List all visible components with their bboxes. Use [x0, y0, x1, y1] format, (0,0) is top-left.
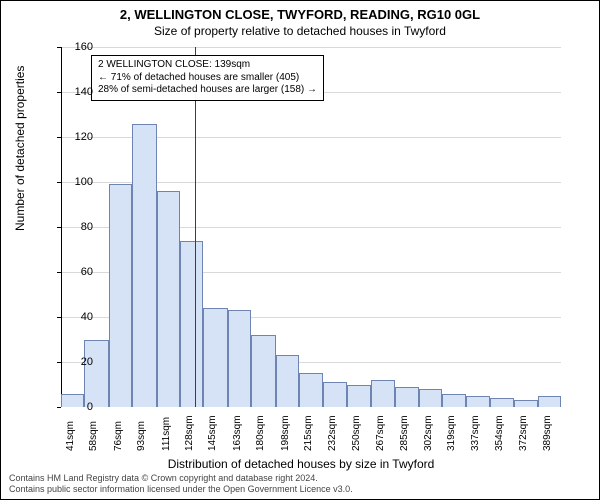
histogram-bar	[228, 310, 251, 407]
annotation-line2: ← 71% of detached houses are smaller (40…	[98, 72, 317, 85]
histogram-bar	[132, 124, 157, 408]
xtick-label: 250sqm	[351, 415, 362, 451]
histogram-bar	[538, 396, 561, 407]
xtick-label: 319sqm	[446, 415, 457, 451]
plot	[61, 47, 561, 407]
xtick-label: 145sqm	[207, 415, 218, 451]
histogram-bar	[157, 191, 180, 407]
ytick-mark	[57, 92, 61, 93]
grid-line	[61, 47, 561, 48]
histogram-bar	[466, 396, 489, 407]
histogram-bar	[442, 394, 467, 408]
histogram-bar	[180, 241, 203, 408]
xtick-label: 389sqm	[542, 415, 553, 451]
xtick-label: 354sqm	[494, 415, 505, 451]
xtick-label: 302sqm	[423, 415, 434, 451]
ytick-mark	[57, 47, 61, 48]
xtick-label: 337sqm	[470, 415, 481, 451]
plot-area: 2 WELLINGTON CLOSE: 139sqm ← 71% of deta…	[61, 47, 561, 407]
reference-vline	[195, 47, 196, 407]
ytick-mark	[57, 137, 61, 138]
ytick-mark	[57, 272, 61, 273]
histogram-bar	[514, 400, 537, 407]
histogram-bar	[276, 355, 299, 407]
histogram-bar	[419, 389, 442, 407]
ytick-label: 140	[63, 87, 93, 98]
y-axis-label: Number of detached properties	[13, 66, 27, 231]
xtick-label: 76sqm	[113, 421, 124, 451]
ytick-label: 40	[63, 312, 93, 323]
annotation-box: 2 WELLINGTON CLOSE: 139sqm ← 71% of deta…	[91, 55, 324, 101]
xtick-label: 267sqm	[375, 415, 386, 451]
ytick-mark	[57, 227, 61, 228]
chart-container: 2, WELLINGTON CLOSE, TWYFORD, READING, R…	[0, 0, 600, 500]
histogram-bar	[84, 340, 109, 408]
histogram-bar	[347, 385, 370, 408]
chart-title: 2, WELLINGTON CLOSE, TWYFORD, READING, R…	[1, 1, 599, 22]
ytick-label: 60	[63, 267, 93, 278]
xtick-label: 93sqm	[136, 421, 147, 451]
histogram-bar	[299, 373, 322, 407]
histogram-bar	[323, 382, 348, 407]
xtick-label: 372sqm	[518, 415, 529, 451]
chart-subtitle: Size of property relative to detached ho…	[1, 22, 599, 38]
histogram-bar	[203, 308, 228, 407]
xtick-label: 128sqm	[184, 415, 195, 451]
ytick-label: 100	[63, 177, 93, 188]
xtick-label: 215sqm	[303, 415, 314, 451]
ytick-label: 160	[63, 42, 93, 53]
footer-line2: Contains public sector information licen…	[9, 484, 353, 495]
x-axis-label: Distribution of detached houses by size …	[1, 457, 600, 471]
ytick-mark	[57, 317, 61, 318]
histogram-bar	[109, 184, 132, 407]
ytick-label: 80	[63, 222, 93, 233]
xtick-label: 111sqm	[161, 417, 172, 451]
ytick-label: 120	[63, 132, 93, 143]
ytick-label: 0	[63, 402, 93, 413]
footer-line1: Contains HM Land Registry data © Crown c…	[9, 473, 353, 484]
xtick-label: 58sqm	[88, 421, 99, 451]
annotation-line3: 28% of semi-detached houses are larger (…	[98, 84, 317, 97]
annotation-line1: 2 WELLINGTON CLOSE: 139sqm	[98, 59, 317, 72]
xtick-label: 198sqm	[280, 415, 291, 451]
xtick-label: 285sqm	[399, 415, 410, 451]
footer: Contains HM Land Registry data © Crown c…	[9, 473, 353, 495]
histogram-bar	[395, 387, 418, 407]
histogram-bar	[371, 380, 396, 407]
histogram-bar	[251, 335, 276, 407]
histogram-bar	[490, 398, 515, 407]
ytick-label: 20	[63, 357, 93, 368]
xtick-label: 163sqm	[232, 415, 243, 451]
ytick-mark	[57, 407, 61, 408]
xtick-label: 180sqm	[255, 415, 266, 451]
ytick-mark	[57, 362, 61, 363]
xtick-label: 232sqm	[327, 415, 338, 451]
ytick-mark	[57, 182, 61, 183]
xtick-label: 41sqm	[65, 421, 76, 451]
